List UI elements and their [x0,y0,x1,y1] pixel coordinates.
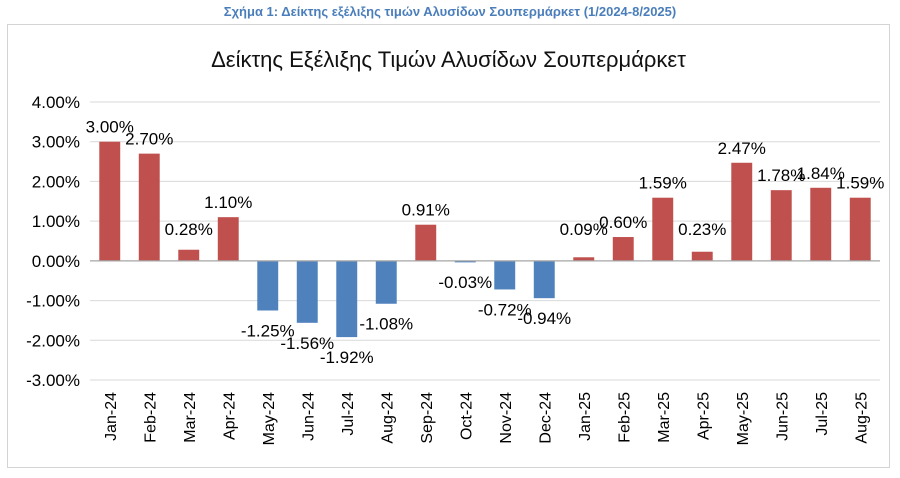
data-label: 0.28% [165,220,213,239]
x-tick-label: Mar-25 [656,392,673,443]
y-tick-label: 4.00% [32,93,80,112]
x-axis-ticks: Jan-24 Feb-24 Mar-24 Apr-24 May-24 Jun-24 Jul-… [103,392,871,445]
x-tick-label: Jul-25 [814,392,831,436]
bar-jul-25 [810,187,832,261]
data-label: 0.91% [402,201,450,220]
chart-title: Δείκτης Εξέλιξης Τιμών Αλυσίδων Σουπερμά… [211,47,686,72]
data-label: 2.47% [718,139,766,158]
bar-jan-25 [573,257,595,261]
data-label: 0.60% [599,213,647,232]
bar-jun-24 [296,260,318,323]
bars [99,141,871,338]
bar-jan-24 [99,141,121,261]
figure-caption: Σχήμα 1: Δείκτης εξέλιξης τιμών Αλυσίδων… [223,4,677,19]
x-tick-label: Nov-24 [498,392,515,444]
x-tick-label: Jan-24 [103,392,120,441]
x-tick-label: Dec-24 [537,392,554,444]
bar-nov-24 [494,260,516,290]
data-label: -1.56% [280,334,334,353]
y-tick-label: 0.00% [32,252,80,271]
bar-oct-24 [454,260,476,263]
data-labels: 3.00%2.70% 0.28% 1.10% -1.25%-1.56%-1.92% -1… [86,118,885,367]
x-tick-label: Jun-24 [300,392,317,441]
y-axis-ticks: 4.00% 3.00% 2.00% 1.00% 0.00% -1.00% -2.00% -3.… [26,93,80,390]
y-tick-label: -1.00% [26,292,80,311]
data-label: 1.10% [204,193,252,212]
bar-jul-24 [336,260,358,338]
data-label: 1.78% [757,166,805,185]
data-label: -1.92% [320,348,374,367]
bar-jun-25 [770,190,792,261]
data-label: 3.00% [86,118,134,137]
x-tick-label: Jul-24 [340,392,357,436]
x-tick-label: Feb-25 [616,392,633,443]
data-label: -0.72% [478,300,532,319]
x-tick-label: Sep-24 [419,392,436,444]
x-tick-label: May-24 [261,392,278,445]
y-tick-label: 3.00% [32,133,80,152]
x-tick-label: May-25 [735,392,752,445]
data-label: 1.84% [797,164,845,183]
bar-aug-24 [375,260,397,304]
bar-feb-24 [138,153,160,261]
data-label: 0.09% [560,220,608,239]
bar-sep-24 [415,224,437,261]
x-tick-label: Aug-24 [379,392,396,444]
bar-mar-24 [178,249,200,261]
data-label: 1.59% [836,174,884,193]
x-tick-label: Feb-24 [142,392,159,443]
y-tick-label: 1.00% [32,212,80,231]
data-label: -1.08% [359,315,413,334]
data-label: 0.23% [678,220,726,239]
bar-apr-25 [691,251,713,261]
bar-apr-24 [217,217,239,261]
y-tick-label: 2.00% [32,172,80,191]
x-tick-label: Jun-25 [774,392,791,441]
x-tick-label: Apr-24 [221,392,238,440]
x-tick-label: Apr-25 [695,392,712,440]
bar-feb-25 [612,237,634,261]
bar-may-25 [731,162,753,261]
x-tick-label: Jan-25 [577,392,594,441]
bar-dec-24 [533,260,555,299]
bar-may-24 [257,260,279,311]
bar-mar-25 [652,197,674,261]
y-tick-label: -2.00% [26,331,80,350]
data-label: 1.59% [639,174,687,193]
data-label: 2.70% [125,130,173,149]
data-label: -1.25% [241,322,295,341]
data-label: -0.94% [517,309,571,328]
x-tick-label: Oct-24 [458,392,475,440]
x-tick-label: Mar-24 [182,392,199,443]
data-label: -0.03% [438,273,492,292]
x-tick-label: Aug-25 [853,392,870,444]
bar-aug-25 [849,197,871,261]
y-tick-label: -3.00% [26,371,80,390]
